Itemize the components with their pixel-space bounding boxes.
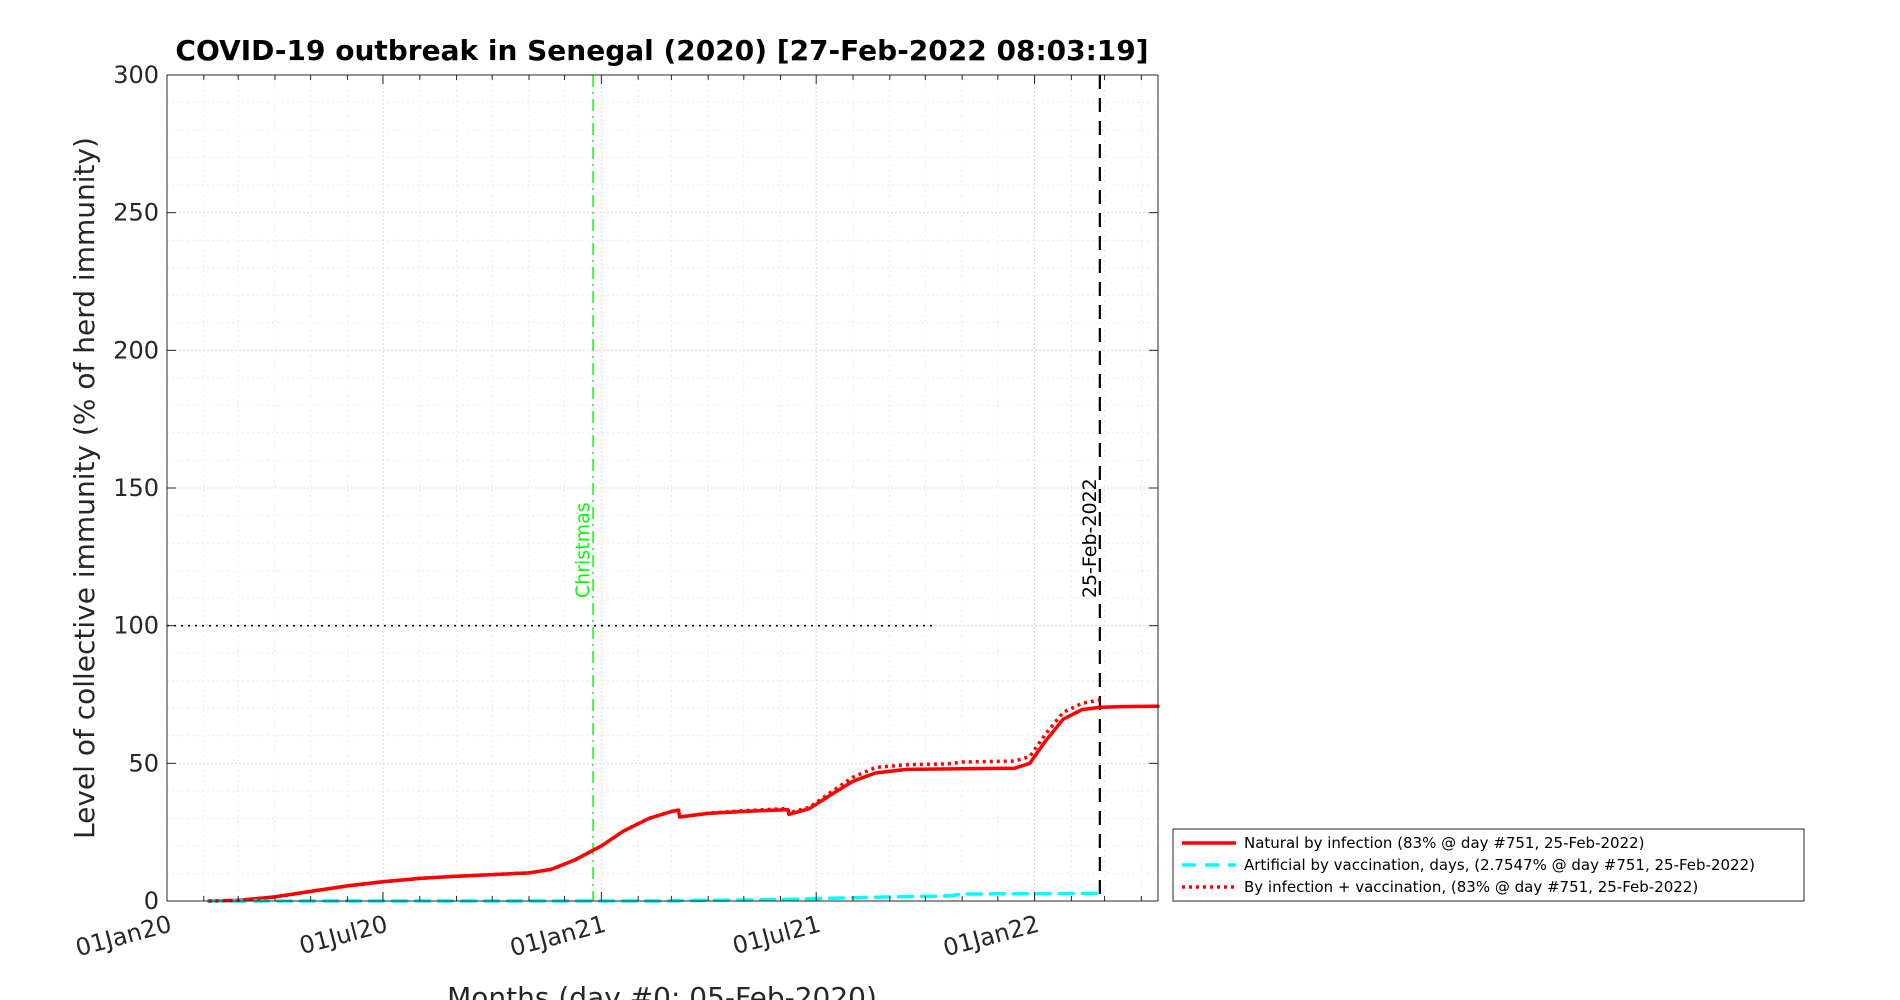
y-tick-label: 100 bbox=[113, 612, 159, 640]
y-tick-label: 50 bbox=[128, 749, 159, 777]
series-infection-plus-vaccination bbox=[208, 698, 1101, 903]
legend-box bbox=[1172, 828, 1805, 902]
legend-entry-vaccination: Artificial by vaccination, days, (2.7547… bbox=[1244, 856, 1755, 874]
x-axis-title: Months (day #0: 05-Feb-2020) bbox=[447, 981, 877, 1000]
x-tick-label: 01Jul21 bbox=[730, 910, 824, 960]
y-tick-label: 300 bbox=[113, 61, 159, 89]
y-tick-label: 250 bbox=[113, 199, 159, 227]
y-axis-title: Level of collective immunity (% of herd … bbox=[68, 137, 101, 839]
x-tick-label: 01Jan20 bbox=[73, 910, 175, 962]
legend-entry-combined: By infection + vaccination, (83% @ day #… bbox=[1244, 878, 1698, 896]
legend: Natural by infection (83% @ day #751, 25… bbox=[1172, 828, 1805, 902]
y-tick-label: 0 bbox=[144, 887, 159, 915]
x-tick-label: 01Jul20 bbox=[296, 910, 390, 960]
series-natural-infection bbox=[206, 704, 1160, 903]
x-tick-label: 01Jan21 bbox=[507, 910, 609, 962]
grid bbox=[167, 75, 1158, 901]
x-tick-label: 01Jan22 bbox=[940, 910, 1042, 962]
chart-title: COVID-19 outbreak in Senegal (2020) [27-… bbox=[175, 34, 1148, 67]
y-tick-label: 150 bbox=[113, 474, 159, 502]
y-tick-label: 200 bbox=[113, 336, 159, 364]
legend-entry-natural: Natural by infection (83% @ day #751, 25… bbox=[1244, 834, 1645, 852]
christmas-label: Christmas bbox=[572, 502, 594, 598]
current-date-label: 25-Feb-2022 bbox=[1079, 478, 1101, 598]
reference-lines: Christmas 25-Feb-2022 bbox=[167, 75, 1101, 901]
